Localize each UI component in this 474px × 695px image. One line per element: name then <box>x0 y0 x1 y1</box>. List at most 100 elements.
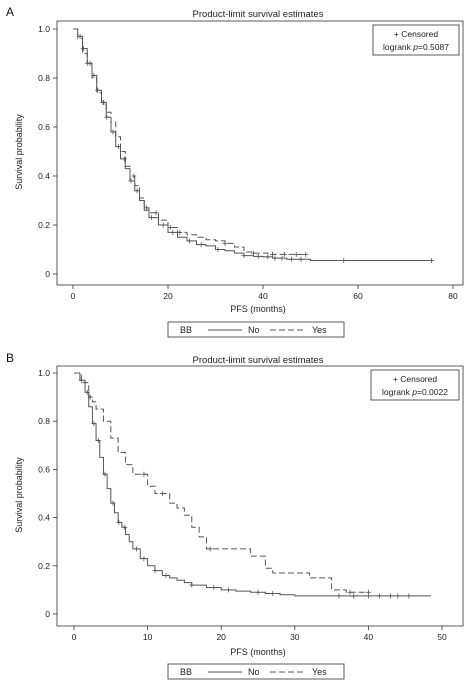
annotation-box: + Censored logrank p=0.5087 <box>372 24 460 56</box>
y-axis-ticks: 0 0.2 0.4 0.6 0.8 1.0 <box>38 24 57 279</box>
censor-mark-yes <box>159 491 165 496</box>
series-line-yes <box>74 372 369 593</box>
censor-mark-no <box>279 255 285 261</box>
legend: BB No Yes <box>167 663 345 680</box>
series-line-no <box>74 372 431 597</box>
censor-mark-no <box>170 229 176 235</box>
censor-mark-no <box>91 421 97 427</box>
censor-mark-no <box>298 256 304 262</box>
x-axis-label: PFS (months) <box>230 304 286 314</box>
annotation-box: + Censored logrank p=0.0022 <box>370 369 460 401</box>
censor-mark-yes <box>222 240 228 246</box>
censor-mark-no <box>215 247 221 252</box>
censor-mark-yes <box>87 394 93 400</box>
censor-mark-no <box>186 238 192 244</box>
censor-mark-no <box>289 256 294 262</box>
censor-mark-no <box>265 254 271 260</box>
legend: BB No Yes <box>167 321 345 338</box>
x-axis-ticks: 0 10 20 30 40 50 <box>72 626 447 642</box>
legend-title: BB <box>180 325 192 335</box>
censor-mark-no <box>211 584 217 590</box>
x-tick-label: 50 <box>437 632 447 642</box>
x-tick-label: 60 <box>353 291 363 301</box>
censor-mark-no <box>198 242 204 248</box>
legend-entry-yes: Yes <box>312 325 327 335</box>
y-tick-label: 0.4 <box>38 513 50 523</box>
y-tick-label: 0.8 <box>38 73 50 83</box>
censored-note: + Censored <box>393 374 437 384</box>
censor-mark-yes <box>251 250 256 256</box>
y-tick-label: 0 <box>45 269 50 279</box>
censor-mark-yes <box>293 251 299 257</box>
censor-mark-no <box>406 593 412 599</box>
censor-mark-no <box>351 593 357 599</box>
censor-mark-no <box>376 593 382 599</box>
legend-entry-yes: Yes <box>312 667 327 677</box>
censor-mark-no <box>134 188 140 194</box>
censor-mark-no <box>104 114 110 120</box>
y-tick-label: 1.0 <box>38 24 50 34</box>
censor-mark-no <box>116 519 122 525</box>
censor-mark-yes <box>153 210 159 216</box>
panel-label: A <box>6 5 14 19</box>
censor-mark-no <box>95 437 101 443</box>
y-axis-label: Survival probability <box>14 457 24 533</box>
censor-mark-yes <box>207 546 213 552</box>
x-tick-label: 10 <box>143 632 153 642</box>
censor-mark-yes <box>101 100 107 105</box>
censor-mark-no <box>255 589 261 595</box>
censor-mark-no <box>84 389 90 395</box>
censor-mark-no <box>134 546 140 552</box>
censor-mark-yes <box>131 173 137 179</box>
censor-mark-no <box>163 572 169 578</box>
censor-mark-yes <box>347 589 353 595</box>
series-line-no <box>73 28 432 262</box>
chart-title: Product-limit survival estimates <box>193 9 324 20</box>
censor-mark-yes <box>365 589 371 595</box>
series-group <box>74 372 431 599</box>
censor-mark-no <box>270 591 276 597</box>
logrank-note: logrank p=0.5087 <box>383 42 449 52</box>
censor-mark-no <box>148 215 154 221</box>
x-tick-label: 20 <box>163 291 173 301</box>
x-axis-ticks: 0 20 40 60 80 <box>71 285 458 301</box>
plot-frame <box>56 20 464 286</box>
x-tick-label: 40 <box>258 291 268 301</box>
y-tick-label: 0 <box>45 609 50 619</box>
censor-mark-no <box>110 129 116 135</box>
censor-mark-no <box>102 471 108 477</box>
legend-title: BB <box>180 667 192 677</box>
y-tick-label: 0.2 <box>38 220 50 230</box>
censor-mark-no <box>395 593 401 599</box>
x-tick-label: 80 <box>448 291 458 301</box>
y-axis-ticks: 0 0.2 0.4 0.6 0.8 1.0 <box>38 368 57 619</box>
censor-mark-no <box>152 568 158 574</box>
censor-mark-yes <box>141 471 147 477</box>
legend-entry-no: No <box>248 325 260 335</box>
y-tick-label: 0.6 <box>38 464 50 474</box>
censor-mark-no <box>336 593 342 599</box>
y-tick-label: 0.8 <box>38 416 50 426</box>
x-tick-label: 40 <box>364 632 374 642</box>
censor-mark-no <box>122 524 128 530</box>
censor-mark-no <box>387 593 393 599</box>
censor-mark-no <box>272 255 278 261</box>
censored-note: + Censored <box>394 29 438 39</box>
logrank-note: logrank p=0.0022 <box>382 387 448 397</box>
y-tick-label: 0.4 <box>38 171 50 181</box>
panel-b: B Product-limit survival estimates PFS (… <box>6 351 464 680</box>
censor-mark-no <box>341 258 347 264</box>
series-group <box>73 28 435 264</box>
legend-entry-no: No <box>248 667 260 677</box>
chart-title: Product-limit survival estimates <box>193 355 324 366</box>
censor-mark-no <box>95 87 101 93</box>
y-tick-label: 0.6 <box>38 122 50 132</box>
censor-mark-no <box>110 500 116 506</box>
series-line-yes <box>73 28 306 255</box>
y-tick-label: 1.0 <box>38 368 50 378</box>
censor-mark-no <box>241 253 247 259</box>
censor-mark-no <box>429 258 435 264</box>
censor-mark-no <box>141 556 147 562</box>
panel-label: B <box>6 351 14 365</box>
